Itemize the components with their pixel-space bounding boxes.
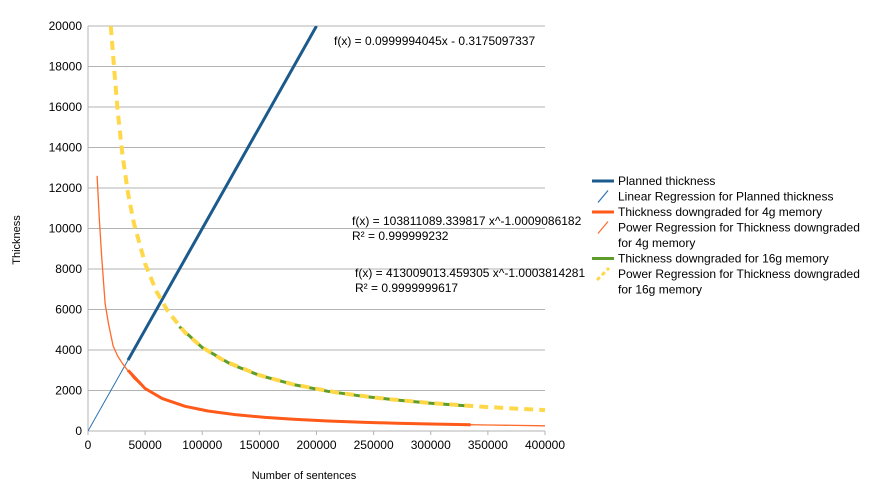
legend-item: Thickness downgraded for 16g memory bbox=[592, 252, 829, 266]
legend-marker bbox=[595, 266, 611, 282]
annotation-layer: f(x) = 0.0999994045x - 0.3175097337 f(x)… bbox=[334, 34, 585, 295]
r-squared-16g: R² = 0.9999999617 bbox=[355, 281, 458, 295]
y-tick-label: 12000 bbox=[49, 181, 83, 195]
equation-16g-power: f(x) = 413009013.459305 x^-1.0003814281 bbox=[355, 266, 585, 280]
series-thickness-4g bbox=[126, 369, 471, 427]
legend-label: Planned thickness bbox=[618, 174, 715, 188]
legend-label: for 16g memory bbox=[618, 283, 702, 297]
x-tick-label: 50000 bbox=[128, 438, 162, 452]
x-tick-label: 400000 bbox=[525, 438, 565, 452]
y-tick-label: 8000 bbox=[55, 262, 82, 276]
y-tick-label: 6000 bbox=[55, 303, 82, 317]
series-planned-thickness bbox=[126, 26, 318, 361]
x-tick-label: 250000 bbox=[354, 438, 394, 452]
x-tick-label: 100000 bbox=[182, 438, 222, 452]
legend-label: for 4g memory bbox=[618, 236, 695, 250]
x-axis-title: Number of sentences bbox=[252, 470, 357, 482]
legend-label: Thickness downgraded for 4g memory bbox=[618, 205, 822, 219]
equation-4g-power: f(x) = 103811089.339817 x^-1.0009086182 bbox=[352, 214, 582, 228]
y-tick-label: 18000 bbox=[49, 60, 83, 74]
r-squared-4g: R² = 0.999999232 bbox=[352, 229, 449, 243]
y-tick-label: 4000 bbox=[55, 343, 82, 357]
y-tick-label: 0 bbox=[75, 424, 82, 438]
y-tick-label: 16000 bbox=[49, 100, 83, 114]
axes bbox=[87, 26, 546, 435]
gridlines bbox=[88, 25, 545, 432]
y-tick-labels: 0 2000 4000 6000 8000 10000 12000 14000 16000 180… bbox=[49, 19, 83, 438]
legend-label: Linear Regression for Planned thickness bbox=[618, 190, 833, 204]
x-tick-label: 300000 bbox=[411, 438, 451, 452]
legend-item: Linear Regression for Planned thickness bbox=[597, 190, 833, 204]
legend-item: Planned thickness bbox=[592, 174, 715, 188]
y-tick-label: 2000 bbox=[55, 384, 82, 398]
legend-marker bbox=[597, 221, 609, 234]
legend: Planned thickness Linear Regression for P… bbox=[592, 174, 860, 297]
legend-label: Thickness downgraded for 16g memory bbox=[618, 252, 829, 266]
series-power-regression-16g bbox=[108, 26, 545, 413]
legend-item: Power Regression for Thickness downgrade… bbox=[595, 266, 860, 297]
x-tick-labels: 0 50000 100000 150000 200000 250000 300000 3500… bbox=[85, 438, 566, 452]
legend-item: Power Regression for Thickness downgrade… bbox=[597, 221, 860, 250]
y-tick-label: 20000 bbox=[49, 19, 83, 33]
legend-marker bbox=[597, 190, 609, 203]
x-tick-label: 200000 bbox=[296, 438, 336, 452]
x-tick-label: 150000 bbox=[239, 438, 279, 452]
legend-label: Power Regression for Thickness downgrade… bbox=[618, 267, 860, 281]
series-layer bbox=[88, 26, 545, 431]
legend-item: Thickness downgraded for 4g memory bbox=[592, 205, 822, 219]
y-tick-label: 14000 bbox=[49, 141, 83, 155]
x-tick-label: 0 bbox=[85, 438, 92, 452]
series-linear-regression-planned bbox=[88, 359, 129, 431]
x-tick-label: 350000 bbox=[468, 438, 508, 452]
legend-label: Power Regression for Thickness downgrade… bbox=[618, 221, 860, 235]
y-axis-title: Thickness bbox=[11, 215, 23, 265]
y-tick-label: 10000 bbox=[49, 222, 83, 236]
series-thickness-16g bbox=[178, 325, 471, 408]
equation-planned: f(x) = 0.0999994045x - 0.3175097337 bbox=[334, 34, 535, 48]
